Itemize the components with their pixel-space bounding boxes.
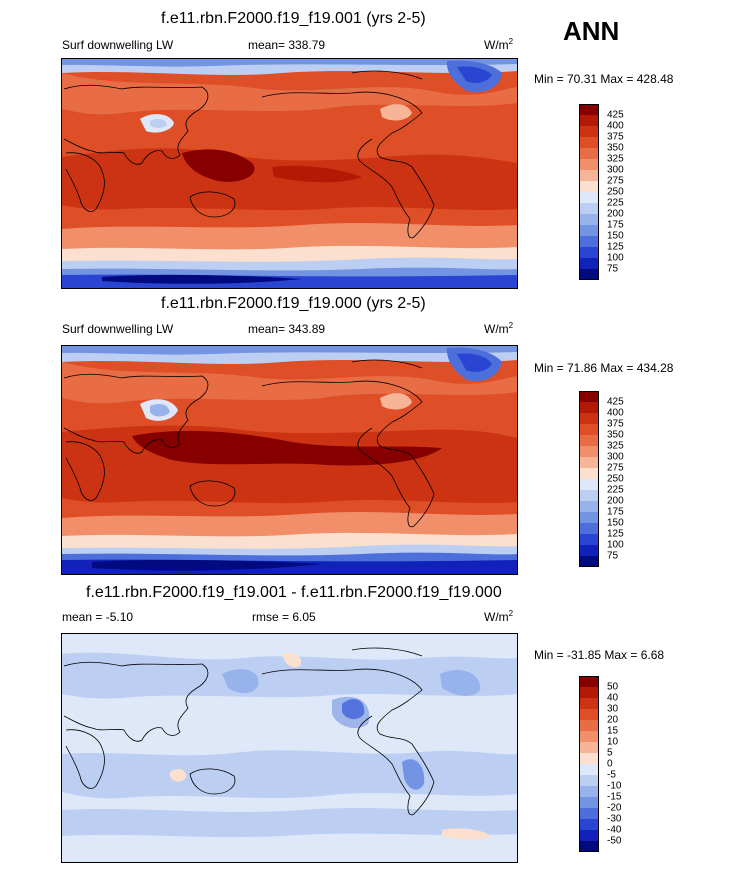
panel1-mean-label: mean= 338.79 xyxy=(248,38,326,52)
colorbar-tick-label: 75 xyxy=(607,263,619,275)
colorbar-tick-label: 350 xyxy=(607,429,624,441)
colorbar-tick-label: 10 xyxy=(607,736,619,748)
season-label: ANN xyxy=(563,16,620,46)
colorbar-tick-label: 350 xyxy=(607,142,624,154)
colorbar-tick-label: 300 xyxy=(607,164,624,176)
colorbar-tick-label: 400 xyxy=(607,120,624,132)
colorbar-tick-label: 300 xyxy=(607,451,624,463)
colorbar-tick-label: 275 xyxy=(607,175,624,187)
colorbar-tick-label: 175 xyxy=(607,219,624,231)
colorbar-tick-label: 125 xyxy=(607,528,624,540)
colorbar-tick-label: 40 xyxy=(607,692,619,704)
colorbar-tick-label: 325 xyxy=(607,153,624,165)
colorbar-tick-label: 425 xyxy=(607,109,624,121)
panel2-map xyxy=(61,345,518,575)
panel1-map xyxy=(61,58,518,289)
colorbar-tick-label: 100 xyxy=(607,539,624,551)
colorbar-tick-label: -50 xyxy=(607,835,622,847)
colorbar-tick-label: 225 xyxy=(607,197,624,209)
panel2-mean-label: mean= 343.89 xyxy=(248,322,326,336)
colorbar-tick-label: 50 xyxy=(607,681,619,693)
panel2-units: W/m2 xyxy=(484,321,514,336)
colorbar-tick-label: -5 xyxy=(607,769,616,781)
panel2-variable-label: Surf downwelling LW xyxy=(62,322,174,336)
colorbar-tick-label: 5 xyxy=(607,747,613,759)
colorbar-tick-label: 275 xyxy=(607,462,624,474)
colorbar-tick-label: -40 xyxy=(607,824,622,836)
colorbar-tick-label: 425 xyxy=(607,396,624,408)
colorbar-tick-label: 150 xyxy=(607,517,624,529)
panel3-title: f.e11.rbn.F2000.f19_f19.001 - f.e11.rbn.… xyxy=(86,584,502,601)
colorbar-frame xyxy=(579,104,599,280)
colorbar-tick-label: 250 xyxy=(607,473,624,485)
panel1-units: W/m2 xyxy=(484,37,514,52)
panel3-units: W/m2 xyxy=(484,609,514,624)
colorbar-tick-label: 150 xyxy=(607,230,624,242)
panel1-variable-label: Surf downwelling LW xyxy=(62,38,174,52)
colorbar-tick-label: 325 xyxy=(607,440,624,452)
colorbar-frame xyxy=(579,391,599,567)
colorbar-tick-label: 30 xyxy=(607,703,619,715)
panel3-mean-label: mean = -5.10 xyxy=(62,610,134,624)
colorbar-frame xyxy=(579,676,599,852)
colorbar-tick-label: 375 xyxy=(607,418,624,430)
panel1-title: f.e11.rbn.F2000.f19_f19.001 (yrs 2-5) xyxy=(161,10,426,27)
panel3-rmse-label: rmse = 6.05 xyxy=(252,610,316,624)
colorbar-tick-label: 200 xyxy=(607,495,624,507)
colorbar-tick-label: -30 xyxy=(607,813,622,825)
colorbar-tick-label: 225 xyxy=(607,484,624,496)
panel3-map xyxy=(61,633,518,863)
panel2-minmax: Min = 71.86 Max = 434.28 xyxy=(534,361,674,375)
colorbar-tick-label: 400 xyxy=(607,407,624,419)
panel2-title: f.e11.rbn.F2000.f19_f19.000 (yrs 2-5) xyxy=(161,295,426,312)
colorbar-tick-label: 250 xyxy=(607,186,624,198)
colorbar-tick-label: 175 xyxy=(607,506,624,518)
colorbar-tick-label: 20 xyxy=(607,714,619,726)
colorbar-tick-label: 375 xyxy=(607,131,624,143)
colorbar-tick-label: -20 xyxy=(607,802,622,814)
colorbar-tick-label: 0 xyxy=(607,758,613,770)
colorbar-tick-label: -15 xyxy=(607,791,622,803)
colorbar-tick-label: -10 xyxy=(607,780,622,792)
colorbar-tick-label: 15 xyxy=(607,725,619,737)
colorbar-tick-label: 75 xyxy=(607,550,619,562)
colorbar-tick-label: 200 xyxy=(607,208,624,220)
colorbar-tick-label: 125 xyxy=(607,241,624,253)
panel3-minmax: Min = -31.85 Max = 6.68 xyxy=(534,648,665,662)
colorbar-tick-label: 100 xyxy=(607,252,624,264)
panel1-minmax: Min = 70.31 Max = 428.48 xyxy=(534,72,674,86)
